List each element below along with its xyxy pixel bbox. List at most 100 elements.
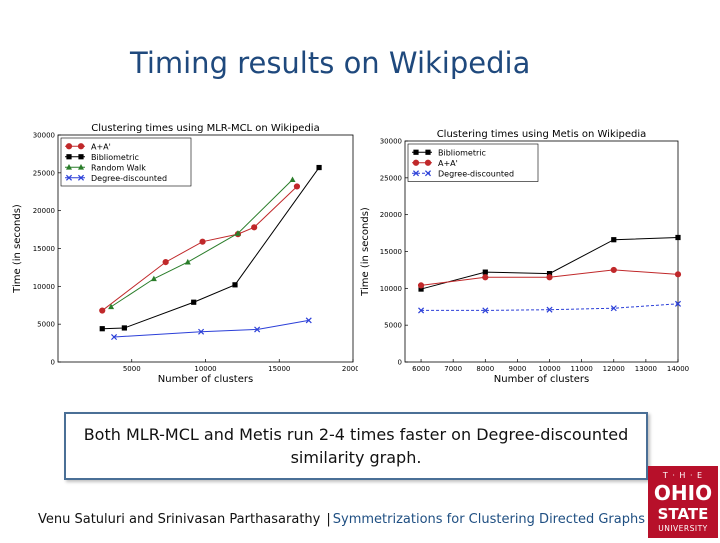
mlr-chart-legend-marker	[65, 174, 73, 181]
metis-chart-series-a-a-point	[546, 274, 553, 281]
mlr-chart-y-tick-label: 10000	[33, 283, 55, 291]
summary-callout-text: Both MLR-MCL and Metis run 2-4 times fas…	[83, 425, 629, 467]
metis-chart-title: Clustering times using Metis on Wikipedi…	[437, 129, 647, 140]
mlr-chart-legend-marker	[77, 174, 85, 181]
mlr-chart-x-tick-label: 10000	[194, 365, 216, 373]
metis-chart-legend-marker	[412, 159, 420, 166]
slide-footer: Venu Satuluri and Srinivasan Parthasarat…	[38, 512, 645, 527]
metis-chart-x-tick-label: 10000	[538, 365, 560, 373]
footer-subtitle: Symmetrizations for Clustering Directed …	[332, 512, 646, 527]
mlr-chart-series-degree-discounted-point	[111, 334, 118, 341]
metis-chart-legend-label: Degree-discounted	[438, 169, 514, 178]
logo-ohio-text: OHIO	[654, 481, 712, 505]
mlr-chart-legend-marker	[77, 143, 85, 150]
metis-chart-series-degree-discounted-point	[482, 307, 489, 314]
metis-timing-chart: Clustering times using Metis on Wikipedi…	[360, 120, 690, 385]
metis-chart-series-bibliometric-point	[675, 234, 681, 241]
metis-chart-y-axis: 0 5000 10000 15000 20000 25000 30000	[380, 138, 408, 367]
mlr-chart-legend-marker	[66, 154, 72, 160]
metis-chart-y-tick-label: 25000	[380, 174, 402, 182]
mlr-chart-y-tick-label: 20000	[33, 207, 55, 215]
mlr-chart-legend-marker	[78, 164, 84, 170]
mlr-chart-series-random-walk-point	[234, 230, 241, 236]
metis-chart-series-bibliometric-point	[611, 237, 617, 243]
metis-chart-series-degree-discounted-point	[674, 300, 682, 307]
metis-chart-series-degree-discounted-point	[610, 305, 617, 312]
mlr-chart-x-axis: 5000 10000 15000 20000	[123, 359, 364, 373]
mlr-chart-legend-label: A+A'	[91, 142, 111, 151]
mlr-chart-series-degree-discounted-point	[305, 317, 312, 324]
metis-chart-series-degree-discounted	[418, 300, 682, 314]
metis-chart-x-tick-label: 11000	[571, 365, 593, 373]
metis-chart-series-degree-discounted-point	[418, 307, 425, 314]
logo-state-text: STATE	[658, 505, 709, 523]
mlr-chart-series-random-walk-point	[108, 303, 115, 310]
summary-callout: Both MLR-MCL and Metis run 2-4 times fas…	[64, 412, 648, 480]
mlr-chart-series-a-a-point	[162, 259, 169, 266]
metis-chart-x-tick-label: 9000	[508, 365, 526, 373]
mlr-chart-y-tick-label: 25000	[33, 169, 55, 177]
mlr-chart-y-tick-label: 5000	[37, 321, 55, 329]
mlr-chart-legend-marker	[78, 154, 84, 160]
metis-chart-x-tick-label: 14000	[667, 365, 689, 373]
metis-chart-series-bibliometric-point	[546, 271, 553, 277]
metis-chart-legend-marker	[413, 149, 419, 155]
metis-chart-y-tick-label: 20000	[380, 211, 402, 219]
mlr-chart-series-bibliometric	[99, 164, 322, 332]
metis-chart-x-tick-label: 6000	[412, 365, 430, 373]
metis-chart-y-tick-label: 15000	[380, 248, 402, 256]
mlr-chart-legend-label: Random Walk	[91, 163, 146, 172]
metis-chart-series-a-a-point	[417, 282, 425, 289]
mlr-chart-y-axis-label: Time (in seconds)	[12, 204, 23, 294]
metis-chart-series-a-a	[417, 266, 682, 289]
mlr-chart-series-a-a-point	[251, 224, 258, 231]
mlr-chart-x-tick-label: 15000	[268, 365, 290, 373]
mlr-chart-series-random-walk-point	[150, 275, 157, 282]
metis-chart-x-axis-label: Number of clusters	[494, 374, 589, 385]
footer-separator: |	[326, 512, 331, 527]
metis-chart-legend-marker	[424, 159, 432, 166]
mlr-chart-series-bibliometric-point	[191, 299, 197, 305]
mlr-chart-series-bibliometric-point	[232, 282, 238, 288]
mlr-chart-legend-marker	[65, 143, 73, 150]
mlr-chart-series-degree-discounted-point	[254, 326, 261, 333]
metis-chart-legend: Bibliometric A+A'Degree-discounted	[407, 143, 539, 182]
metis-chart-legend-marker	[424, 170, 432, 177]
metis-chart-legend-marker	[425, 149, 431, 155]
mlr-chart-series-bibliometric-point	[121, 325, 127, 331]
metis-chart-x-tick-label: 8000	[476, 365, 494, 373]
mlr-chart-series-a-a	[99, 183, 301, 314]
mlr-chart-series-bibliometric-point	[316, 164, 322, 171]
mlr-chart-series-a-a-line	[101, 186, 298, 311]
slide-title: Timing results on Wikipedia	[130, 46, 531, 80]
mlr-chart-legend-label: Degree-discounted	[91, 174, 167, 183]
metis-chart-series-a-a-point	[610, 266, 617, 274]
logo-university-text: UNIVERSITY	[658, 524, 708, 533]
mlr-chart-y-tick-label: 0	[51, 359, 55, 367]
logo-the-text: T · H · E	[662, 471, 703, 480]
mlr-chart-series-random-walk	[108, 176, 296, 310]
mlr-chart-series-bibliometric-point	[99, 326, 105, 332]
mlr-chart-series-degree-discounted-line	[114, 319, 309, 338]
mlr-chart-series-a-a-point	[99, 307, 106, 314]
mlr-chart-title: Clustering times using MLR-MCL on Wikipe…	[91, 123, 319, 134]
mlr-chart-y-axis: 0 5000 10000 15000 20000 25000 30000	[33, 132, 61, 367]
metis-chart-legend-label: A+A'	[438, 159, 458, 168]
metis-chart-y-tick-label: 10000	[380, 285, 402, 293]
metis-chart-x-tick-label: 13000	[635, 365, 657, 373]
mlr-chart-series-a-a-point	[199, 238, 206, 245]
mlr-chart-series-degree-discounted-point	[198, 328, 205, 335]
mlr-mcl-timing-chart: Clustering times using MLR-MCL on Wikipe…	[8, 115, 364, 385]
mlr-chart-x-tick-label: 5000	[123, 365, 141, 373]
mlr-chart-series-random-walk-point	[289, 176, 296, 183]
metis-chart-y-tick-label: 0	[398, 359, 402, 367]
metis-chart-x-tick-label: 7000	[444, 365, 462, 373]
mlr-chart-legend-label: Bibliometric	[91, 153, 139, 162]
mlr-chart-series-degree-discounted	[111, 317, 312, 341]
metis-chart-series-a-a-point	[482, 274, 489, 281]
metis-chart-series-a-a-point	[674, 271, 682, 278]
metis-chart-series-bibliometric-point	[418, 286, 424, 292]
mlr-chart-x-tick-label: 20000	[342, 365, 358, 373]
metis-chart-series-bibliometric	[418, 234, 681, 292]
mlr-chart-series-random-walk-point	[184, 258, 191, 265]
